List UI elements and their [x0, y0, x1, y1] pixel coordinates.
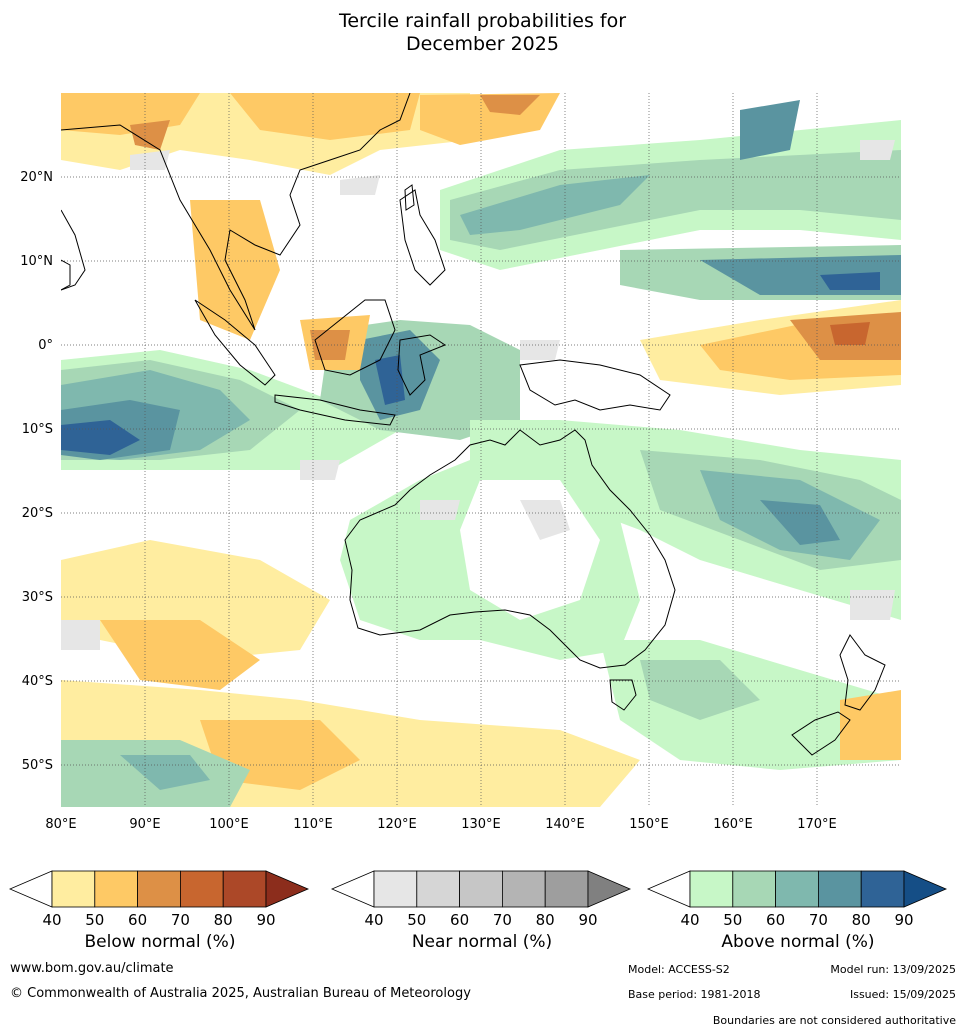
map-gridlines [61, 93, 901, 807]
colorbar-tick-label: 50 [723, 911, 742, 929]
colorbar-segment [94, 870, 139, 908]
longitude-label: 140°E [545, 817, 585, 832]
colorbar-tick-label: 50 [407, 911, 426, 929]
colorbar-tick-label: 80 [536, 911, 555, 929]
colorbar-segment [732, 870, 777, 908]
india-coastline [61, 209, 86, 291]
colorbar-tick-label: 60 [766, 911, 785, 929]
colorbar-above-normal: 40 50 60 70 80 90 [646, 870, 948, 929]
colorbar-above-normal-upper-arrow [903, 870, 948, 908]
colorbar-segment [222, 870, 267, 908]
colorbar-segment [373, 870, 418, 908]
colorbar-segment [137, 870, 181, 908]
colorbar-segment [689, 870, 734, 908]
latitude-label: 10°N [20, 254, 53, 269]
colorbar-segment [817, 870, 862, 908]
new-guinea-coastline [519, 359, 671, 411]
latitude-label: 40°S [22, 674, 53, 689]
colorbar-tick-label: 90 [894, 911, 913, 929]
colorbar-tick-label: 40 [680, 911, 699, 929]
longitude-label: 80°E [45, 817, 76, 832]
title-line-2: December 2025 [406, 33, 559, 55]
longitude-label: 110°E [293, 817, 333, 832]
colorbar-tick-label: 70 [171, 911, 190, 929]
colorbar-above-normal-lower-arrow [646, 870, 691, 908]
tasmania-coastline [609, 679, 637, 711]
new-zealand-north-island [839, 634, 886, 711]
longitude-label: 170°E [797, 817, 837, 832]
latitude-label: 10°S [22, 422, 53, 437]
colorbar-near-normal-lower-arrow [330, 870, 375, 908]
colorbar-segment [459, 870, 503, 908]
colorbar-above-normal-label: Above normal (%) [721, 932, 875, 952]
colorbar-tick-label: 60 [450, 911, 469, 929]
colorbar-tick-label: 40 [42, 911, 61, 929]
rainfall-probability-map: 20°N 10°N 0° 10°S 20°S 30°S 40°S 50°S 80°E 90°E 1… [20, 93, 901, 832]
colorbar-below-normal-lower-arrow [8, 870, 53, 908]
longitude-labels: 80°E 90°E 100°E 110°E 120°E 130°E 140°E 150°E 16… [45, 817, 836, 832]
coastlines [61, 93, 886, 756]
colorbar-near-normal: 40 50 60 70 80 90 [330, 870, 632, 929]
model-run-date: Model run: 13/09/2025 [830, 963, 956, 976]
sumatra-coastline [194, 299, 276, 386]
mainland-asia-coastline [61, 93, 411, 331]
australia-coastline [344, 429, 676, 669]
latitude-label: 30°S [22, 590, 53, 605]
colorbar-tick-label: 90 [578, 911, 597, 929]
longitude-label: 120°E [377, 817, 417, 832]
colorbar-near-normal-label: Near normal (%) [411, 932, 553, 952]
latitude-labels: 20°N 10°N 0° 10°S 20°S 30°S 40°S 50°S [20, 170, 53, 773]
sulawesi-coastline [397, 334, 447, 396]
colorbar-tick-label: 80 [214, 911, 233, 929]
colorbar-tick-label: 70 [493, 911, 512, 929]
colorbar-near-normal-upper-arrow [587, 870, 632, 908]
longitude-label: 100°E [209, 817, 249, 832]
colorbar-tick-label: 50 [85, 911, 104, 929]
website-link[interactable]: www.bom.gov.au/climate [10, 961, 174, 976]
colorbar-below-normal: 40 50 60 70 80 90 [8, 870, 310, 929]
colorbar-tick-label: 90 [256, 911, 275, 929]
longitude-label: 160°E [713, 817, 753, 832]
colorbar-segment [51, 870, 96, 908]
issued-date: Issued: 15/09/2025 [849, 988, 956, 1001]
latitude-label: 50°S [22, 758, 53, 773]
philippines-coastline [399, 189, 446, 286]
colorbar-segment [416, 870, 461, 908]
colorbar-tick-label: 40 [364, 911, 383, 929]
colorbar-segment [860, 870, 905, 908]
new-zealand-south-island [791, 711, 851, 756]
base-period: Base period: 1981-2018 [628, 988, 761, 1001]
longitude-label: 90°E [129, 817, 160, 832]
title-line-1: Tercile rainfall probabilities for [338, 10, 627, 32]
chart-title: Tercile rainfall probabilities for Decem… [0, 10, 965, 56]
boundaries-disclaimer: Boundaries are not considered authoritat… [712, 1014, 956, 1027]
colorbar-tick-label: 60 [128, 911, 147, 929]
model-name: Model: ACCESS-S2 [628, 963, 730, 976]
colorbar-tick-label: 70 [809, 911, 828, 929]
copyright-notice: © Commonwealth of Australia 2025, Austra… [10, 986, 471, 1001]
colorbar-segment [544, 870, 589, 908]
colorbar-below-normal-upper-arrow [265, 870, 310, 908]
colorbar-segment [501, 870, 546, 908]
probability-shading [61, 93, 901, 807]
borneo-coastline [314, 299, 396, 376]
latitude-label: 0° [38, 338, 53, 353]
colorbar-below-normal-label: Below normal (%) [84, 932, 236, 952]
latitude-label: 20°N [20, 170, 53, 185]
latitude-label: 20°S [22, 506, 53, 521]
java-coastline [274, 394, 396, 426]
colorbar-tick-label: 80 [852, 911, 871, 929]
colorbar-segment [775, 870, 819, 908]
longitude-label: 130°E [461, 817, 501, 832]
longitude-label: 150°E [629, 817, 669, 832]
colorbar-segment [179, 870, 224, 908]
